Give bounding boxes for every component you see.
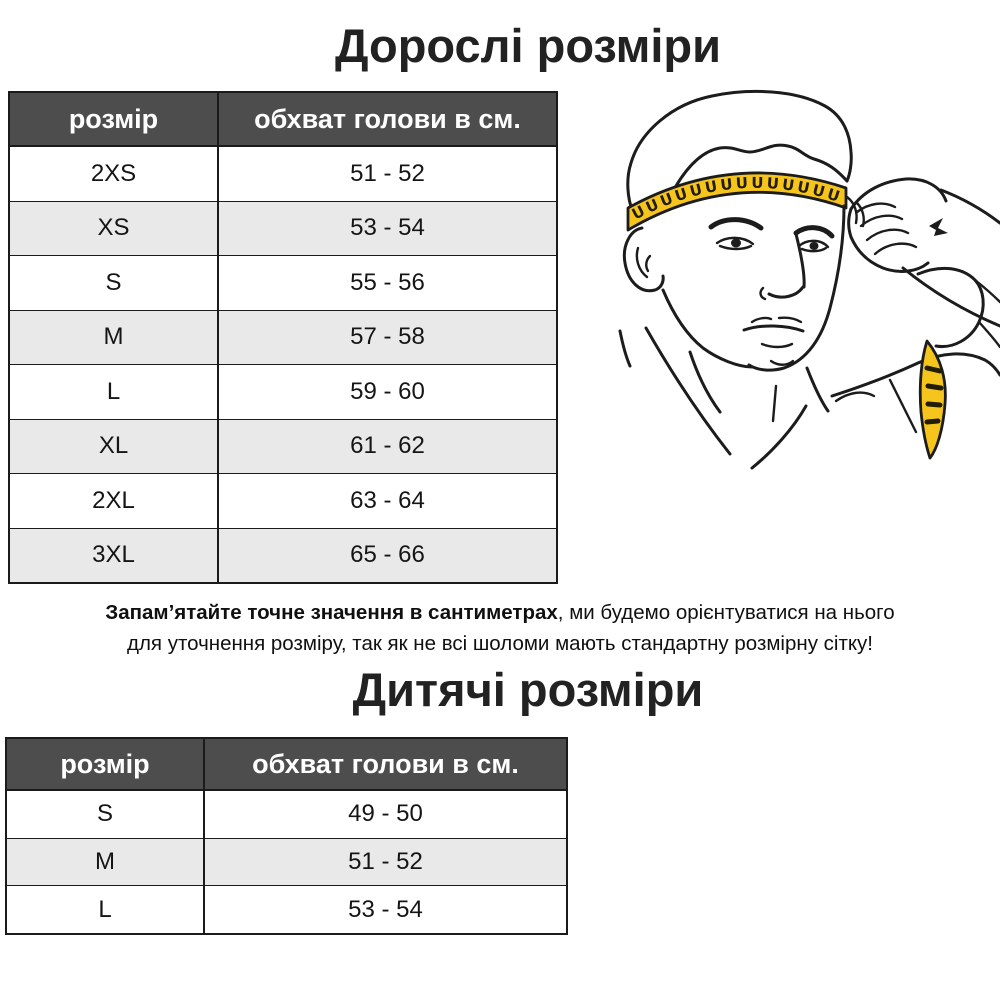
table-row: M 51 - 52 — [7, 837, 566, 886]
circumference-cell: 55 - 56 — [350, 268, 425, 296]
note-text-line1: , ми будемо орієнтуватися на нього — [557, 601, 895, 624]
tape-end — [918, 339, 947, 460]
circumference-column-header: обхват голови в см. — [254, 103, 521, 134]
adult-size-table: розмір обхват голови в см. 2XS 51 - 52 XS 5… — [8, 91, 558, 584]
circumference-cell: 65 - 66 — [350, 541, 425, 569]
table-row: 3XL 65 - 66 — [10, 527, 556, 582]
table-row: S 55 - 56 — [10, 255, 556, 310]
note-bold-text: Запам’ятайте точне значення в сантиметра… — [105, 601, 558, 624]
ear — [622, 226, 665, 293]
circumference-cell: 51 - 52 — [348, 848, 423, 875]
hand-and-arm — [845, 177, 1000, 349]
circumference-cell: 51 - 52 — [350, 159, 425, 187]
circumference-cell: 49 - 50 — [348, 800, 423, 828]
table-row: M 57 - 58 — [10, 309, 556, 364]
size-column-header: розмір — [10, 93, 219, 145]
circumference-cell: 53 - 54 — [350, 214, 425, 242]
circumference-cell: 61 - 62 — [350, 432, 425, 460]
circumference-cell: 63 - 64 — [350, 486, 425, 514]
measuring-head-illustration: UUUUUUUUUUUUUU — [618, 89, 1000, 470]
size-cell: M — [7, 838, 205, 886]
nose — [759, 232, 806, 301]
table-row: S 49 - 50 — [7, 791, 566, 838]
note-text-line2: для уточнення розміру, так як не всі шол… — [126, 632, 873, 655]
size-cell: L — [10, 365, 219, 419]
size-cell: S — [10, 256, 219, 310]
kids-table-header: розмір обхват голови в см. — [7, 739, 566, 791]
size-cell: S — [7, 791, 205, 838]
adult-table-header: розмір обхват голови в см. — [10, 93, 556, 147]
size-cell: 2XS — [10, 147, 219, 201]
table-row: XL 61 - 62 — [10, 418, 556, 473]
adult-table-body: 2XS 51 - 52 XS 53 - 54 S 55 - 56 M 57 - 58 L 59 -… — [10, 147, 556, 582]
kids-sizes-title: Дитячі розміри — [352, 663, 704, 716]
circumference-cell: 57 - 58 — [350, 323, 425, 351]
measurement-note: Запам’ятайте точне значення в сантиметра… — [0, 597, 1000, 659]
circumference-column-header: обхват голови в см. — [252, 748, 519, 779]
table-row: 2XL 63 - 64 — [10, 473, 556, 528]
circumference-cell: 53 - 54 — [348, 895, 423, 923]
circumference-cell: 59 - 60 — [350, 377, 425, 405]
size-cell: 2XL — [10, 474, 219, 528]
size-cell: XL — [10, 419, 219, 473]
adult-sizes-title: Дорослі розміри — [334, 19, 722, 72]
size-cell: L — [7, 886, 205, 934]
size-column-header: розмір — [7, 739, 205, 789]
table-row: L 59 - 60 — [10, 364, 556, 419]
tape-scale-marks: UUUUUUUUUUUUUU — [629, 174, 845, 224]
face-outline — [661, 204, 846, 372]
size-cell: M — [10, 310, 219, 364]
table-row: XS 53 - 54 — [10, 200, 556, 255]
neck-and-shirt — [618, 326, 1000, 470]
table-row: 2XS 51 - 52 — [10, 147, 556, 201]
size-cell: XS — [10, 201, 219, 255]
table-row: L 53 - 54 — [7, 885, 566, 934]
eyes — [708, 217, 835, 253]
mouth — [742, 316, 805, 366]
kids-size-table: розмір обхват голови в см. S 49 - 50 M 51 -… — [5, 737, 568, 935]
kids-table-body: S 49 - 50 M 51 - 52 L 53 - 54 — [7, 791, 566, 934]
size-cell: 3XL — [10, 528, 219, 582]
